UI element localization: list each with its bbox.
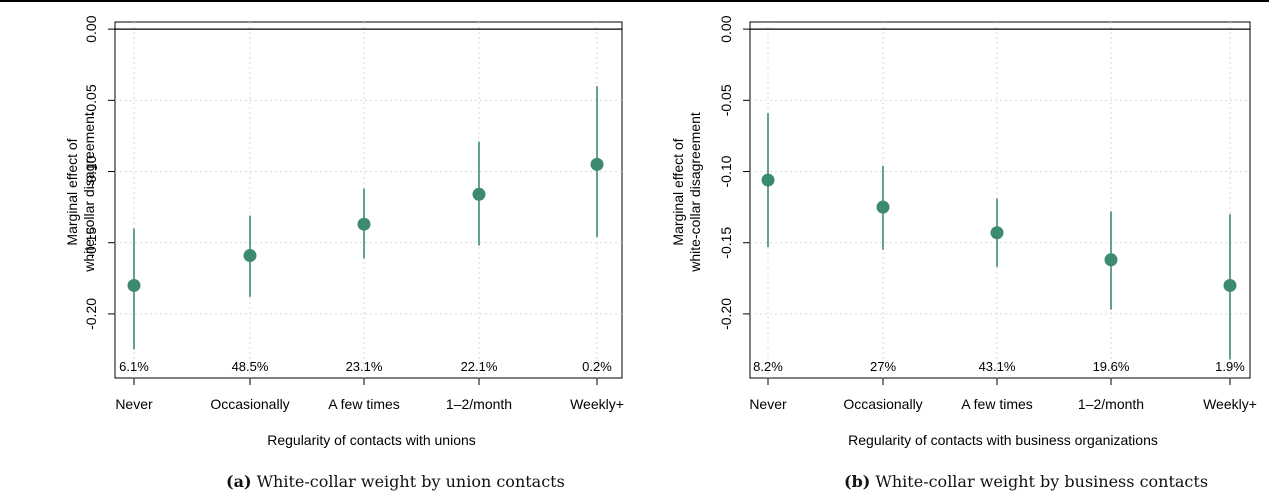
share-label: 23.1% (346, 359, 383, 374)
x-tick-label: Weekly+ (570, 396, 624, 412)
point-estimate (472, 187, 486, 201)
point-estimate (990, 226, 1004, 240)
y-tick-label: -0.05 (718, 84, 734, 116)
x-tick-label: A few times (328, 396, 400, 412)
y-tick-label: 0.00 (718, 15, 734, 42)
plot-frame (114, 21, 623, 379)
panel-a-union-contacts: 0.00 -0.05 -0.10 -0.15 -0.20 Marginal effect … (64, 15, 624, 448)
share-label: 0.2% (582, 359, 612, 374)
share-label: 48.5% (232, 359, 269, 374)
y-tick-label: -0.20 (718, 298, 734, 330)
share-label: 1.9% (1215, 359, 1245, 374)
share-label: 22.1% (461, 359, 498, 374)
x-tick-label: 1–2/month (446, 396, 512, 412)
share-label: 43.1% (979, 359, 1016, 374)
caption-b-text: White-collar weight by business contacts (875, 472, 1209, 491)
figure-canvas: 0.00 -0.05 -0.10 -0.15 -0.20 Marginal effect … (64, 15, 1257, 448)
y-tick-label: 0.00 (83, 15, 99, 42)
caption-b-tag: (b) (844, 472, 871, 491)
y-axis-title: Marginal effect of (64, 138, 80, 245)
caption-a-tag: (a) (226, 472, 252, 491)
share-label: 6.1% (119, 359, 149, 374)
x-tick-label: Never (115, 396, 153, 412)
share-label: 8.2% (753, 359, 783, 374)
caption-a-text: White-collar weight by union contacts (256, 472, 565, 491)
x-axis-title: Regularity of contacts with unions (267, 432, 476, 448)
y-tick-label: -0.10 (718, 155, 734, 187)
x-tick-label: Weekly+ (1203, 396, 1257, 412)
caption-a: (a) White-collar weight by union contact… (226, 472, 565, 491)
x-tick-label: Occasionally (210, 396, 289, 412)
x-tick-label: Never (749, 396, 787, 412)
x-tick-label: Occasionally (843, 396, 922, 412)
top-rule (0, 0, 1269, 2)
point-estimate (243, 249, 257, 263)
point-estimate (1223, 278, 1237, 292)
point-estimate (590, 157, 604, 171)
y-axis-title: white-collar disagreement (687, 112, 703, 273)
share-label: 19.6% (1093, 359, 1130, 374)
x-tick-label: 1–2/month (1078, 396, 1144, 412)
y-tick-label: -0.10 (83, 155, 99, 187)
panel-b-business-contacts: 0.00 -0.05 -0.10 -0.15 -0.20 Marginal effect … (670, 15, 1257, 448)
x-axis-title: Regularity of contacts with business org… (848, 432, 1158, 448)
y-tick-label: -0.05 (83, 84, 99, 116)
y-tick-label: -0.15 (718, 227, 734, 259)
caption-b: (b) White-collar weight by business cont… (844, 472, 1208, 491)
point-estimate (876, 200, 890, 214)
y-tick-label: -0.15 (83, 227, 99, 259)
y-axis-title: white-collar disagreement (81, 112, 97, 273)
y-axis-title: Marginal effect of (670, 138, 686, 245)
point-estimate (127, 278, 141, 292)
plot-frame (749, 21, 1251, 379)
point-estimate (1104, 253, 1118, 267)
share-label: 27% (870, 359, 896, 374)
point-estimate (761, 173, 775, 187)
x-tick-label: A few times (961, 396, 1033, 412)
point-estimate (357, 217, 371, 231)
y-tick-label: -0.20 (83, 298, 99, 330)
